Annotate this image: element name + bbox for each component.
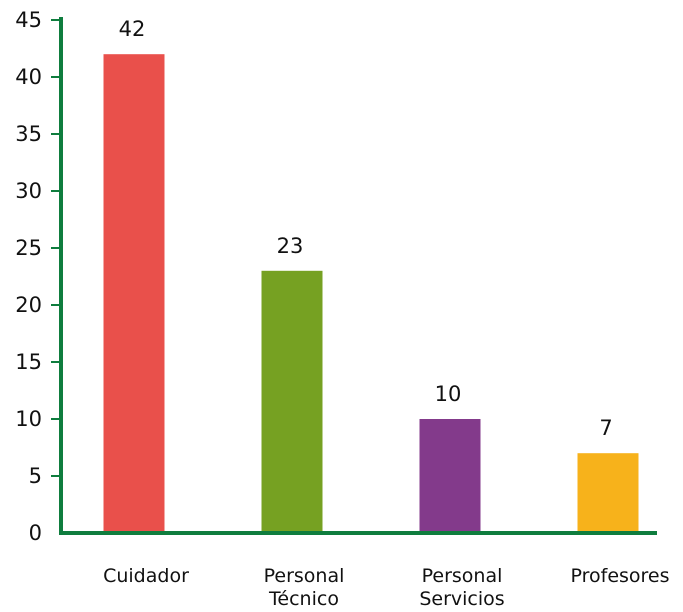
y-tick-label: 10 (15, 407, 42, 431)
bar-value-label: 10 (435, 382, 462, 406)
y-tick-label: 45 (15, 8, 42, 32)
x-category-label-line: Personal (422, 565, 503, 587)
x-category-label: Personal Servicios (419, 565, 504, 610)
x-category-label: Cuidador (103, 565, 189, 587)
bar (261, 270, 323, 533)
y-axis-ticks: 0 5 10 15 20 25 30 35 40 45 (15, 8, 61, 545)
bar (419, 419, 481, 533)
bar-value-label: 7 (599, 416, 612, 440)
x-category-label-line: Profesores (570, 565, 669, 587)
bar-value-label: 42 (119, 17, 146, 41)
y-tick-label: 5 (29, 464, 42, 488)
x-category-label: Personal Técnico (264, 565, 345, 610)
y-tick-label: 30 (15, 179, 42, 203)
x-category-label: Profesores (570, 565, 669, 587)
y-tick-label: 0 (29, 521, 42, 545)
y-tick-label: 25 (15, 236, 42, 260)
bars (103, 54, 639, 533)
x-category-label-line: Cuidador (103, 565, 189, 587)
y-tick-label: 15 (15, 350, 42, 374)
x-category-label-line: Técnico (268, 588, 339, 610)
x-category-label-line: Personal (264, 565, 345, 587)
x-category-label-line: Servicios (419, 588, 504, 610)
y-tick-label: 40 (15, 65, 42, 89)
y-tick-label: 20 (15, 293, 42, 317)
y-tick-label: 35 (15, 122, 42, 146)
value-labels: 42 23 10 7 (119, 17, 613, 440)
bar (577, 453, 639, 533)
bar-value-label: 23 (277, 234, 304, 258)
bar (103, 54, 165, 533)
